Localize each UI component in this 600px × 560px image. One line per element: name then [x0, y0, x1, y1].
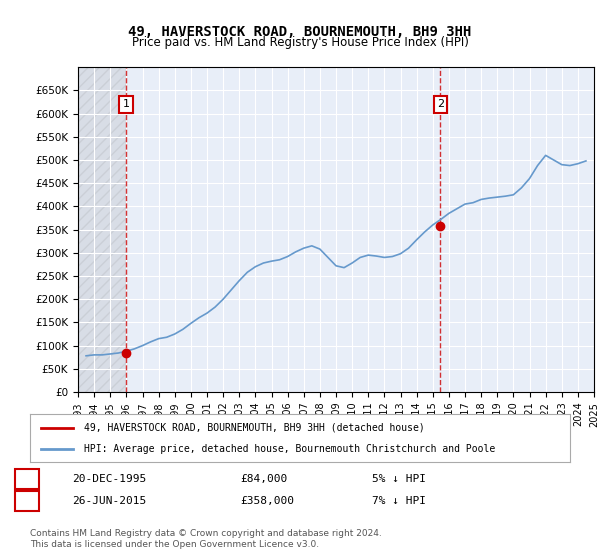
- Text: 49, HAVERSTOCK ROAD, BOURNEMOUTH, BH9 3HH (detached house): 49, HAVERSTOCK ROAD, BOURNEMOUTH, BH9 3H…: [84, 423, 425, 433]
- Text: Contains HM Land Registry data © Crown copyright and database right 2024.
This d: Contains HM Land Registry data © Crown c…: [30, 529, 382, 549]
- Text: 49, HAVERSTOCK ROAD, BOURNEMOUTH, BH9 3HH: 49, HAVERSTOCK ROAD, BOURNEMOUTH, BH9 3H…: [128, 25, 472, 39]
- Text: HPI: Average price, detached house, Bournemouth Christchurch and Poole: HPI: Average price, detached house, Bour…: [84, 444, 495, 454]
- Text: £84,000: £84,000: [240, 474, 287, 484]
- Bar: [78, 67, 126, 392]
- Text: 7% ↓ HPI: 7% ↓ HPI: [372, 496, 426, 506]
- Text: 5% ↓ HPI: 5% ↓ HPI: [372, 474, 426, 484]
- Text: £358,000: £358,000: [240, 496, 294, 506]
- Text: 20-DEC-1995: 20-DEC-1995: [72, 474, 146, 484]
- Text: 26-JUN-2015: 26-JUN-2015: [72, 496, 146, 506]
- Text: Price paid vs. HM Land Registry's House Price Index (HPI): Price paid vs. HM Land Registry's House …: [131, 36, 469, 49]
- Text: 1: 1: [122, 99, 130, 109]
- Text: 2: 2: [437, 99, 444, 109]
- Text: 2: 2: [23, 496, 31, 506]
- Text: 1: 1: [23, 474, 31, 484]
